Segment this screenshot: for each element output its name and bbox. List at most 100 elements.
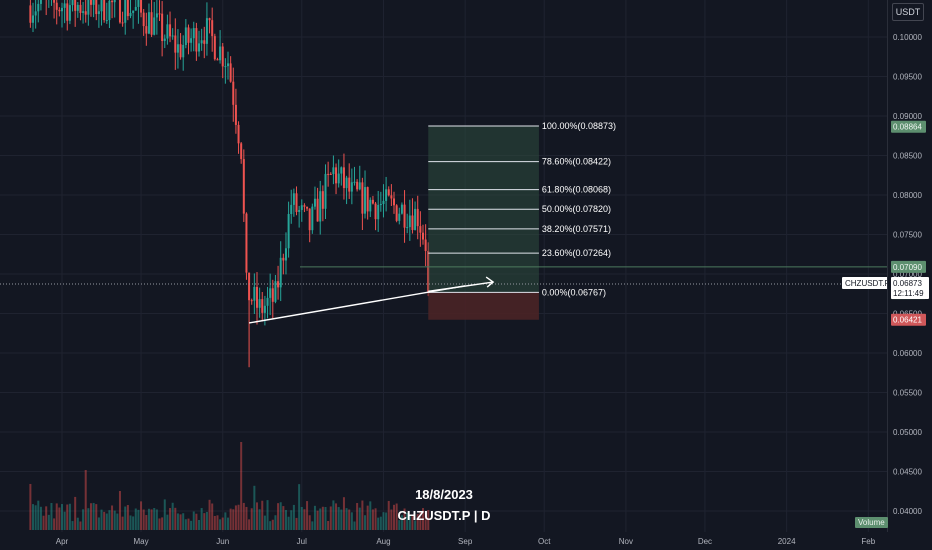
- candle-body: [213, 36, 216, 60]
- volume-bar: [411, 515, 414, 530]
- candle-body: [366, 187, 369, 212]
- candle-body: [329, 173, 332, 175]
- volume-bar: [126, 505, 129, 530]
- candle-body: [227, 63, 230, 67]
- y-tick-label: 0.08500: [893, 152, 922, 161]
- candle-body: [337, 173, 340, 184]
- candle-body: [126, 0, 129, 17]
- y-tick-label: 0.10000: [893, 33, 922, 42]
- volume-bar: [213, 515, 216, 530]
- price-axis[interactable]: [887, 0, 932, 532]
- volume-bar: [266, 500, 269, 530]
- volume-bar: [332, 500, 335, 530]
- candle-body: [221, 46, 224, 67]
- x-tick-label: Oct: [538, 537, 551, 546]
- volume-bar: [406, 512, 409, 530]
- volume-bar: [116, 513, 119, 530]
- volume-bar: [84, 470, 87, 530]
- candle-body: [255, 286, 258, 308]
- volume-bar: [287, 516, 290, 530]
- x-tick-label: May: [133, 537, 148, 546]
- trendline: [248, 285, 466, 324]
- volume-bar: [76, 517, 79, 530]
- volume-bar: [147, 508, 150, 530]
- candle-body: [137, 0, 140, 7]
- candle-body: [292, 193, 295, 205]
- projection-arrow-head: [485, 276, 495, 288]
- volume-bar: [316, 510, 319, 530]
- volume-bar: [274, 515, 277, 530]
- y-tick-label: 0.08000: [893, 191, 922, 200]
- projection-arrow-line: [428, 281, 494, 293]
- volume-bar: [337, 507, 340, 530]
- candle-body: [140, 0, 143, 13]
- y-tick-label: 0.04000: [893, 507, 922, 516]
- candle-body: [290, 204, 293, 215]
- volume-bar: [329, 506, 332, 530]
- volume-bar: [340, 509, 343, 530]
- volume-bar: [45, 506, 48, 530]
- volume-bar: [190, 520, 193, 530]
- candle-body: [82, 11, 85, 13]
- volume-bar: [103, 511, 106, 530]
- y-tick-label: 0.09000: [893, 112, 922, 121]
- volume-bar: [53, 518, 56, 530]
- candle-body: [105, 20, 108, 22]
- volume-bar: [155, 509, 158, 530]
- candle-body: [121, 22, 124, 24]
- volume-bar: [271, 519, 274, 530]
- x-tick-label: Nov: [619, 537, 633, 546]
- volume-bar: [203, 513, 206, 530]
- candle-body: [271, 288, 274, 302]
- volume-bar: [184, 519, 187, 530]
- volume-bar: [121, 516, 124, 530]
- overlay-date: 18/8/2023: [415, 487, 473, 502]
- volume-bar: [327, 520, 330, 530]
- volume-bar: [298, 484, 301, 530]
- volume-bar: [187, 518, 190, 530]
- currency-unit-button[interactable]: USDT: [892, 3, 924, 21]
- candle-body: [308, 208, 311, 231]
- fib-level-label: 50.00%(0.07820): [542, 204, 611, 214]
- candle-body: [369, 199, 372, 212]
- volume-bar: [400, 515, 403, 530]
- volume-bar: [58, 507, 61, 530]
- candle-body: [277, 281, 280, 288]
- candle-body: [174, 35, 177, 53]
- candle-body: [295, 193, 298, 212]
- candle-body: [321, 191, 324, 209]
- fib-level-label: 23.60%(0.07264): [542, 248, 611, 258]
- volume-bar: [242, 502, 245, 530]
- volume-bar: [250, 508, 253, 530]
- candle-body: [134, 6, 137, 11]
- fib-level-label: 38.20%(0.07571): [542, 224, 611, 234]
- volume-bar: [63, 511, 66, 530]
- volume-bar: [169, 508, 172, 530]
- x-tick-label: Jul: [297, 537, 307, 546]
- volume-bar: [345, 508, 348, 530]
- candle-body: [84, 11, 87, 15]
- volume-bar: [427, 510, 430, 530]
- volume-bar: [92, 502, 95, 530]
- y-tick-label: 0.06000: [893, 349, 922, 358]
- y-tick-label: 0.07500: [893, 231, 922, 240]
- candle-body: [229, 63, 232, 82]
- candle-body: [179, 44, 182, 58]
- candle-body: [129, 12, 132, 17]
- last-price-bg: [891, 277, 929, 300]
- candle-body: [263, 305, 266, 313]
- candle-body: [195, 28, 198, 52]
- volume-bar: [398, 520, 401, 530]
- stop-badge-bg: [891, 313, 926, 326]
- candle-body: [163, 38, 166, 42]
- candle-body: [103, 0, 106, 21]
- candle-body: [377, 205, 380, 220]
- volume-bar: [37, 500, 40, 530]
- volume-bar: [163, 499, 166, 530]
- candle-body: [219, 46, 222, 61]
- candle-body: [147, 12, 150, 34]
- candle-body: [92, 0, 95, 5]
- volume-bar: [414, 520, 417, 530]
- volume-bar: [224, 512, 227, 530]
